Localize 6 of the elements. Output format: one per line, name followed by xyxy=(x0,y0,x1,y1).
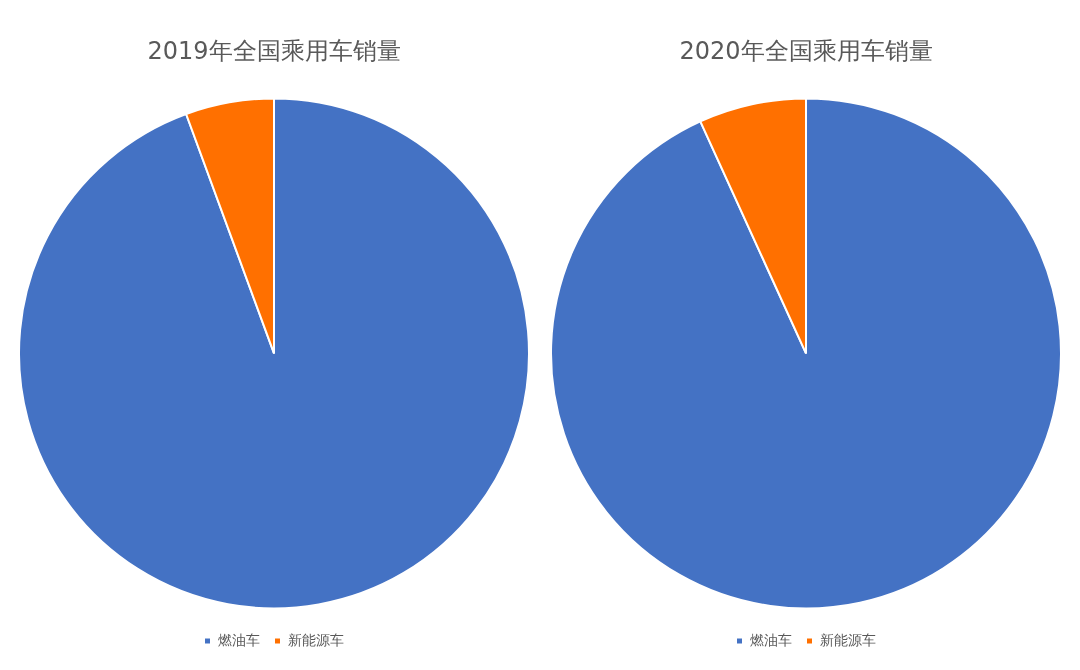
chart-title: 2020年全国乘用车销量 xyxy=(679,36,933,65)
legend-label: 新能源车 xyxy=(820,631,876,648)
chart-title: 2019年全国乘用车销量 xyxy=(147,36,401,65)
legend-label: 燃油车 xyxy=(750,631,792,648)
legend-label: 新能源车 xyxy=(288,631,344,648)
legend-label: 燃油车 xyxy=(218,631,260,648)
